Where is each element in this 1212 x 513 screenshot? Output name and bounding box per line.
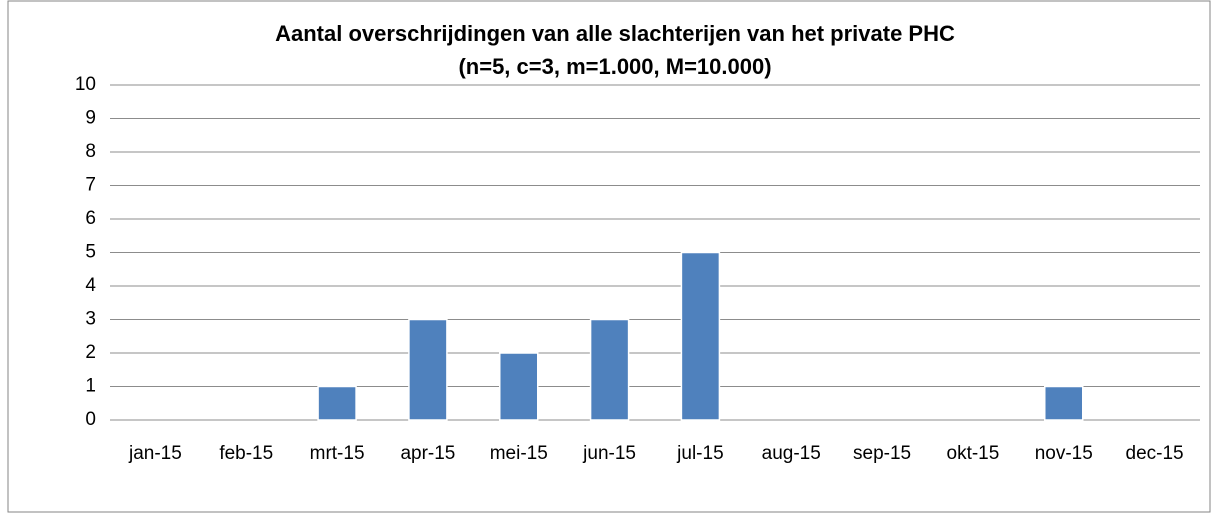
x-tick-label: apr-15 bbox=[400, 443, 455, 464]
bar bbox=[408, 318, 448, 421]
bar bbox=[589, 318, 630, 421]
x-tick-label: sep-15 bbox=[853, 443, 911, 464]
chart-title: Aantal overschrijdingen van alle slachte… bbox=[275, 21, 955, 46]
y-tick-label: 5 bbox=[85, 242, 96, 263]
y-tick-label: 8 bbox=[85, 141, 96, 162]
bar bbox=[680, 251, 721, 421]
bar bbox=[1044, 385, 1084, 421]
x-tick-label: dec-15 bbox=[1126, 443, 1184, 464]
y-tick-label: 3 bbox=[85, 309, 96, 330]
y-tick-label: 2 bbox=[85, 342, 96, 363]
x-tick-label: jan-15 bbox=[128, 443, 182, 464]
x-tick-label: jun-15 bbox=[582, 443, 636, 464]
y-tick-label: 7 bbox=[85, 175, 96, 196]
x-tick-label: mei-15 bbox=[490, 443, 548, 464]
bar bbox=[317, 385, 357, 421]
x-tick-label: mrt-15 bbox=[310, 443, 365, 464]
x-tick-label: aug-15 bbox=[762, 443, 821, 464]
x-tick-label: feb-15 bbox=[219, 443, 273, 464]
chart-border bbox=[7, 0, 1211, 513]
y-tick-label: 1 bbox=[85, 376, 96, 397]
bar bbox=[499, 352, 539, 421]
y-tick-label: 6 bbox=[85, 208, 96, 229]
y-tick-label: 0 bbox=[85, 409, 96, 430]
chart-subtitle: (n=5, c=3, m=1.000, M=10.000) bbox=[458, 54, 771, 79]
x-tick-label: jul-15 bbox=[676, 443, 723, 464]
y-tick-label: 9 bbox=[85, 108, 96, 129]
y-tick-label: 10 bbox=[75, 74, 96, 95]
x-tick-label: okt-15 bbox=[947, 443, 1000, 464]
x-tick-label: nov-15 bbox=[1035, 443, 1093, 464]
y-tick-label: 4 bbox=[85, 275, 96, 296]
